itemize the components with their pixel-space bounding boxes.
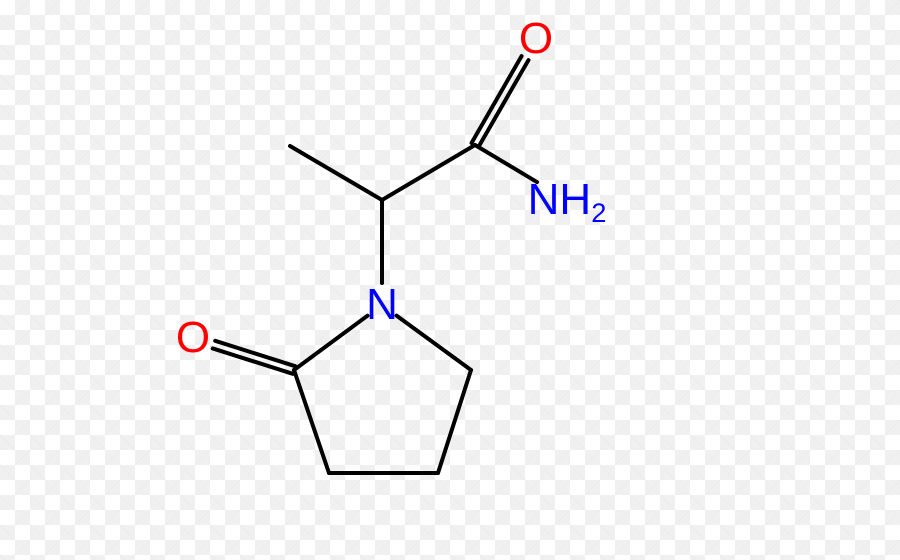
atom-label-N_amide: NH2 (528, 178, 607, 222)
atom-label-O2: O (176, 316, 210, 360)
molecule-canvas: O NH2 N O (0, 0, 900, 560)
atom-label-O1: O (519, 17, 553, 61)
atom-label-N_ring: N (366, 283, 398, 327)
molecule-svg (0, 0, 900, 560)
